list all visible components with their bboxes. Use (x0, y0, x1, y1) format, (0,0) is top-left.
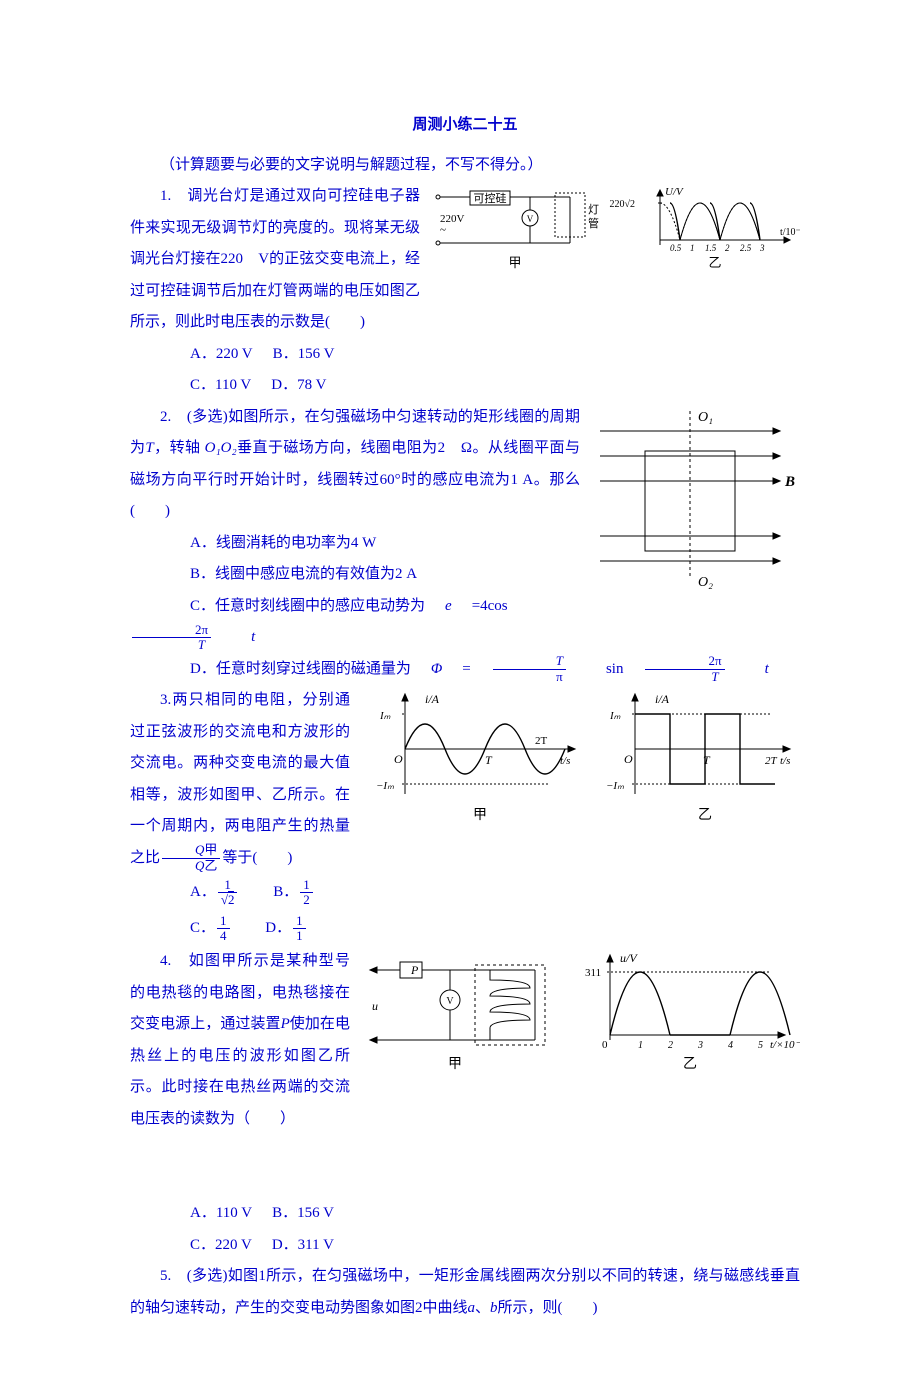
q1-opts-2: C．110 VD．78 V (130, 370, 800, 402)
svg-text:u: u (372, 999, 378, 1013)
svg-text:乙: 乙 (683, 1056, 697, 1072)
note: （计算题要与必要的文字说明与解题过程，不写不得分。） (130, 150, 800, 182)
q4-opts-1: A．110 VB．156 V (130, 1198, 800, 1230)
svg-text:乙: 乙 (708, 255, 721, 270)
svg-text:T: T (703, 753, 711, 767)
svg-text:5: 5 (758, 1040, 763, 1051)
svg-text:Iₘ: Iₘ (609, 710, 621, 722)
svg-text:V: V (446, 996, 454, 1007)
svg-text:Iₘ: Iₘ (379, 710, 391, 722)
svg-text:灯: 灯 (588, 203, 599, 216)
q3-opts: A．12 B．12 C．14 D．11 (130, 874, 800, 946)
svg-text:O: O (394, 752, 403, 766)
svg-text:i/A: i/A (655, 692, 670, 706)
svg-text:1: 1 (638, 1040, 643, 1051)
figure-3: i/A Iₘ −Iₘ O T 2T t/s 甲 i/A Iₘ −Iₘ O T (370, 689, 800, 829)
svg-text:311: 311 (585, 967, 601, 979)
q1-opts-1: A．220 VB．156 V (130, 339, 800, 371)
svg-text:3: 3 (759, 243, 765, 253)
figure-4: P u V 甲 u/V 311 0 1 2 3 4 5 (360, 950, 800, 1080)
q5-text: 5. (多选)如图1所示，在匀强磁场中，一矩形金属线圈两次分别以不同的转速，绕与… (130, 1261, 800, 1324)
svg-text:2T: 2T (765, 755, 778, 767)
svg-text:T: T (485, 753, 493, 767)
svg-text:t/×10⁻²s: t/×10⁻²s (770, 1039, 800, 1051)
svg-text:O: O (624, 752, 633, 766)
svg-text:管: 管 (588, 216, 599, 230)
svg-text:B: B (784, 474, 795, 490)
svg-text:3: 3 (697, 1040, 703, 1051)
svg-text:t/10⁻² s: t/10⁻² s (780, 227, 800, 238)
svg-text:0.5: 0.5 (670, 243, 682, 253)
figure-2: O₁ O₂ B (590, 406, 800, 596)
svg-text:O₂: O₂ (698, 575, 713, 590)
svg-text:O₁: O₁ (698, 410, 713, 425)
q2-d: D．任意时刻穿过线圈的磁通量为Φ=Tπsin2πTt (130, 654, 800, 686)
svg-text:2.5: 2.5 (740, 243, 752, 253)
svg-text:甲: 甲 (473, 808, 487, 823)
page-title: 周测小练二十五 (130, 110, 800, 142)
svg-text:u/V: u/V (620, 951, 638, 965)
svg-text:−Iₘ: −Iₘ (376, 780, 394, 792)
svg-text:2T: 2T (535, 735, 548, 747)
svg-text:i/A: i/A (425, 692, 440, 706)
svg-text:P: P (410, 963, 419, 977)
svg-text:t/s: t/s (560, 755, 570, 767)
q4-opts-2: C．220 VD．311 V (130, 1230, 800, 1262)
svg-text:0: 0 (602, 1039, 608, 1051)
svg-text:甲: 甲 (448, 1057, 462, 1072)
svg-text:t/s: t/s (780, 755, 790, 767)
svg-text:U/V: U/V (665, 186, 684, 198)
svg-text:V: V (527, 214, 534, 224)
svg-text:−Iₘ: −Iₘ (606, 780, 624, 792)
svg-text:1: 1 (690, 243, 695, 253)
svg-text:~: ~ (440, 224, 446, 236)
svg-text:1.5: 1.5 (705, 243, 717, 253)
svg-text:乙: 乙 (698, 807, 712, 823)
figure-1: 可控硅 220V ~ V 灯 管 甲 (430, 185, 800, 285)
svg-text:甲: 甲 (508, 255, 521, 270)
svg-text:可控硅: 可控硅 (474, 191, 507, 205)
svg-text:220√2: 220√2 (610, 199, 636, 210)
svg-text:4: 4 (728, 1040, 733, 1051)
svg-text:2: 2 (668, 1040, 673, 1051)
q2-c: C．任意时刻线圈中的感应电动势为e=4cos2πTt (130, 591, 800, 654)
svg-text:2: 2 (725, 243, 730, 253)
